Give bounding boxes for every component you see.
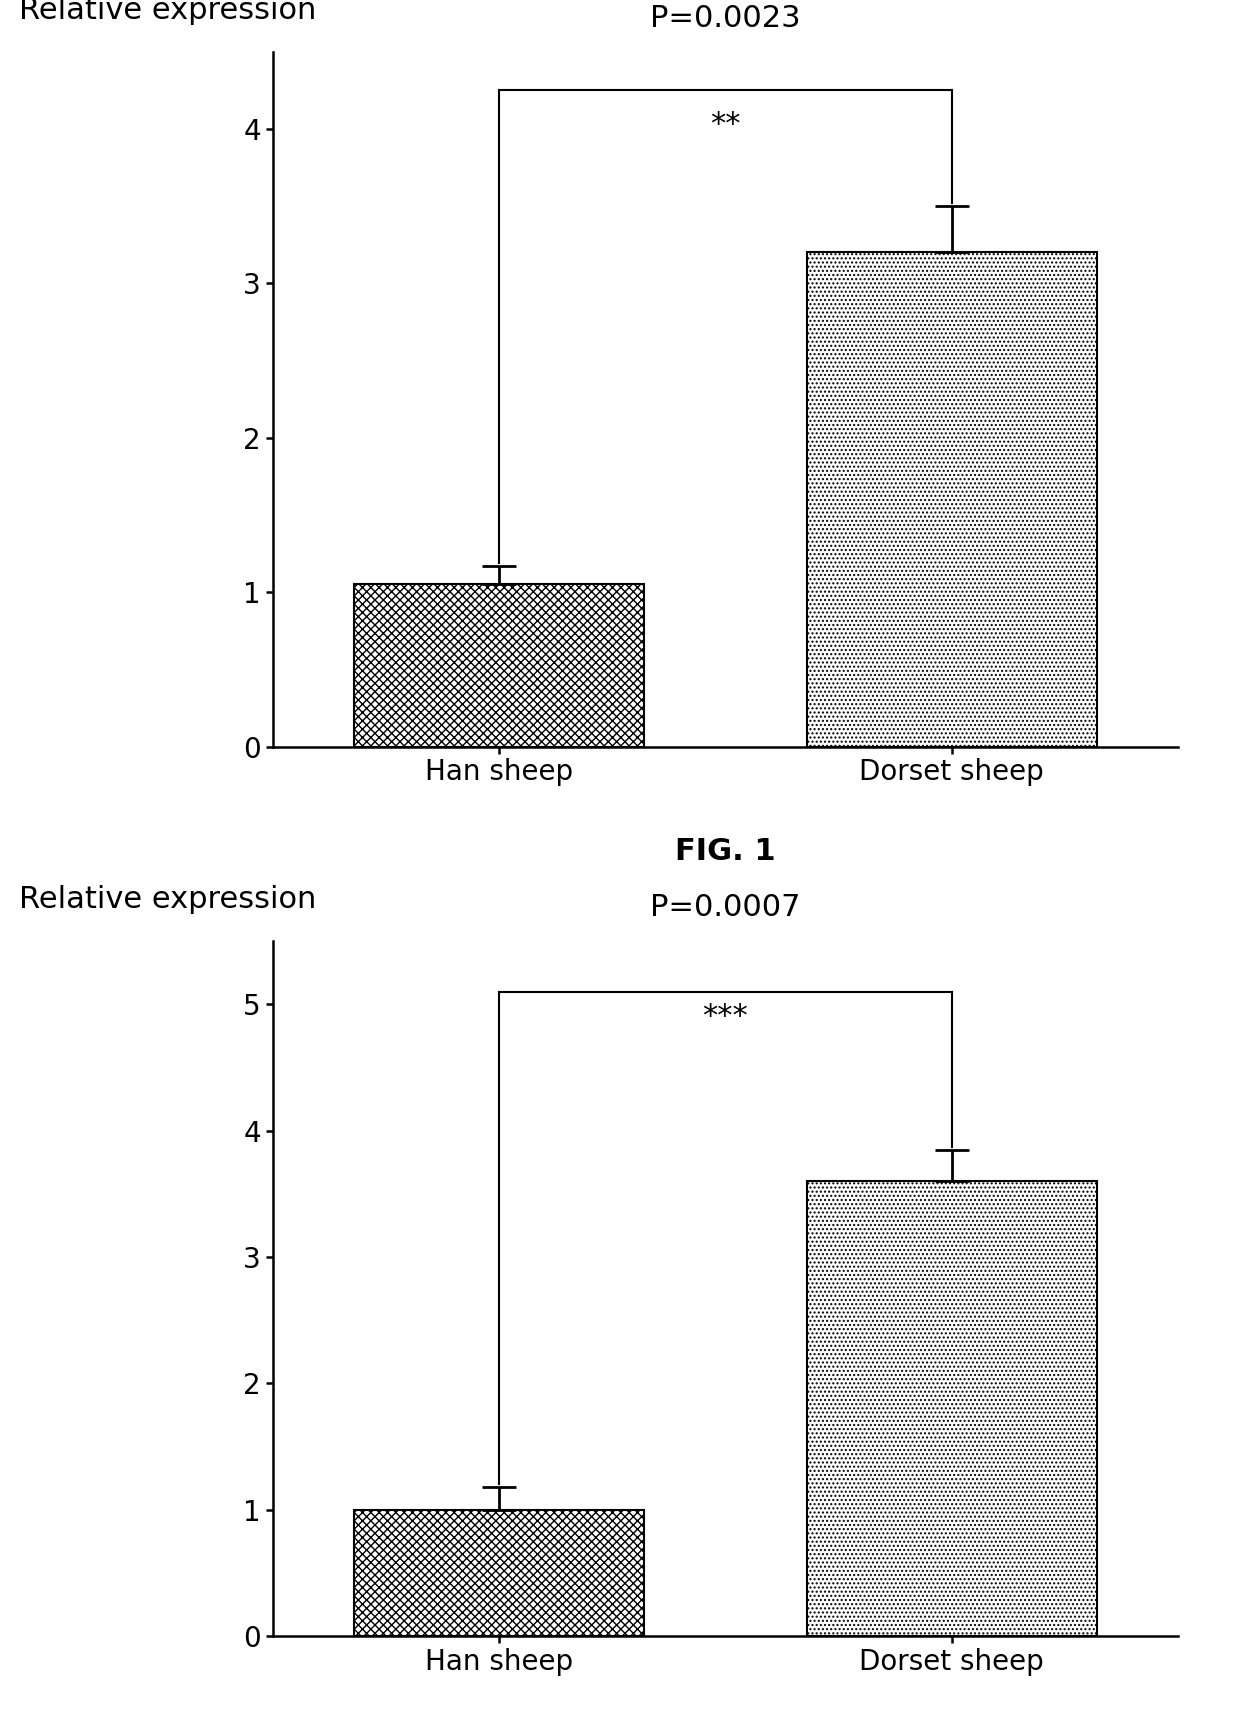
Text: Relative expression: Relative expression (20, 885, 316, 914)
Bar (807, 253, 1096, 747)
Bar (355, 1510, 644, 1636)
Text: **: ** (711, 110, 740, 139)
Title: P=0.0007: P=0.0007 (650, 894, 801, 921)
Text: ***: *** (703, 1002, 748, 1031)
Text: Relative expression: Relative expression (20, 0, 316, 26)
Text: FIG. 1: FIG. 1 (675, 837, 776, 866)
Bar (355, 584, 644, 747)
Title: P=0.0023: P=0.0023 (650, 3, 801, 33)
Bar (807, 1181, 1096, 1636)
